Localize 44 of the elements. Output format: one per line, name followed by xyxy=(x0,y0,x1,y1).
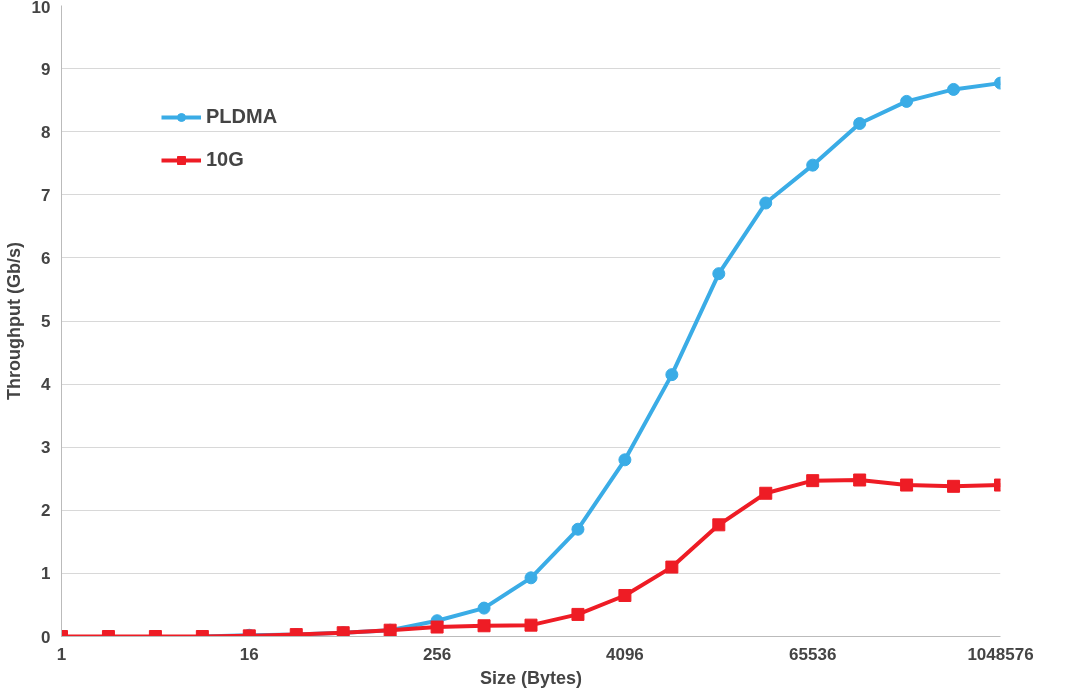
point xyxy=(712,518,726,532)
point xyxy=(900,94,914,108)
y-tick-label: 7 xyxy=(41,185,51,205)
x-tick-label: 1048576 xyxy=(967,644,1034,664)
point xyxy=(806,474,820,488)
x-tick-label: 4096 xyxy=(605,644,644,664)
x-tick-label: 1 xyxy=(56,644,67,664)
y-tick-label: 0 xyxy=(41,627,51,647)
point xyxy=(477,619,491,633)
point xyxy=(430,620,444,634)
point xyxy=(712,267,726,281)
point xyxy=(759,196,773,210)
x-tick-label: 16 xyxy=(239,644,259,664)
y-tick-label: 10 xyxy=(31,0,51,17)
legend-label: 10G xyxy=(206,148,244,171)
y-tick-label: 4 xyxy=(41,375,52,395)
point xyxy=(853,117,867,130)
y-tick-label: 3 xyxy=(41,438,51,458)
point xyxy=(477,601,491,615)
point xyxy=(853,473,867,487)
point xyxy=(806,158,820,172)
y-axis-title: Throughput (Gb/s) xyxy=(3,242,24,400)
point xyxy=(524,618,538,632)
legend-label: PLDMA xyxy=(206,105,278,128)
y-tick-label: 5 xyxy=(41,312,51,331)
point xyxy=(571,607,585,621)
x-tick-label: 256 xyxy=(422,644,452,664)
y-tick-label: 1 xyxy=(41,564,51,584)
point xyxy=(618,453,632,467)
point xyxy=(665,560,679,574)
point xyxy=(947,82,961,96)
y-tick-label: 9 xyxy=(41,59,51,79)
x-axis-title: Size (Bytes) xyxy=(479,667,583,688)
point xyxy=(759,486,773,500)
point xyxy=(665,368,679,382)
y-tick-label: 2 xyxy=(41,501,51,521)
point xyxy=(618,588,632,602)
point xyxy=(900,478,914,492)
point xyxy=(571,522,585,536)
y-tick-label: 6 xyxy=(41,248,51,268)
point xyxy=(524,571,538,585)
point xyxy=(947,479,961,493)
y-tick-label: 8 xyxy=(41,122,51,142)
x-tick-label: 65536 xyxy=(789,644,837,664)
